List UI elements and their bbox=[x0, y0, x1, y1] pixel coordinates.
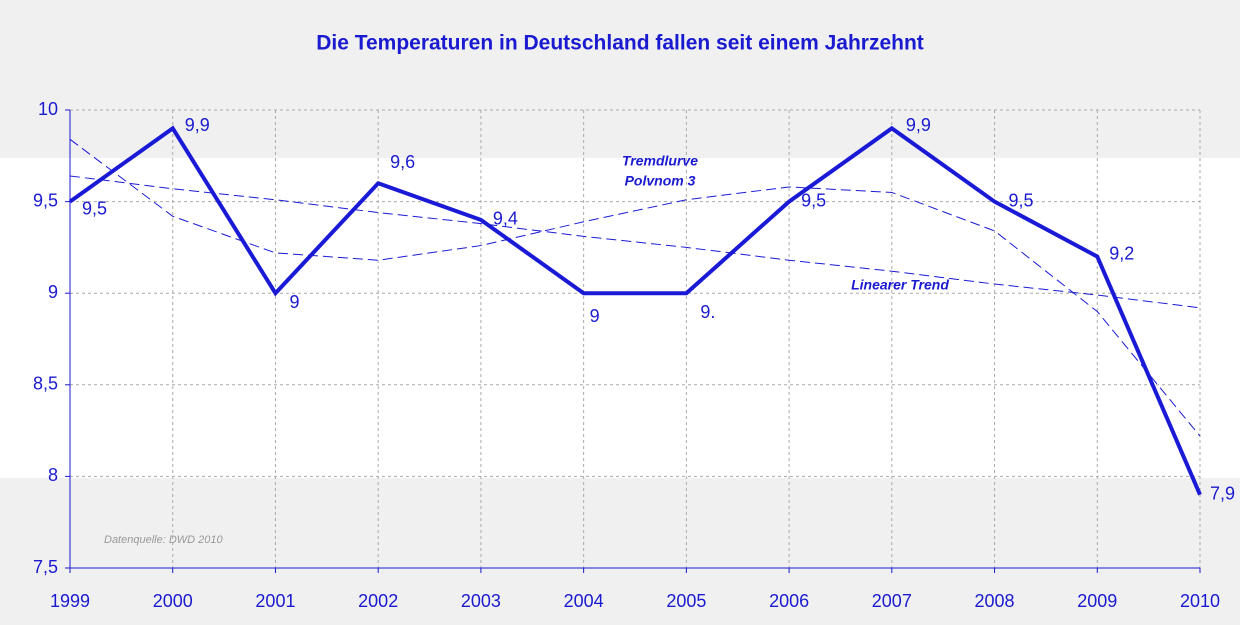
x-tick-label: 2010 bbox=[1180, 591, 1220, 611]
y-tick-label: 8,5 bbox=[33, 374, 58, 394]
data-label: 9 bbox=[590, 306, 600, 326]
data-label: 9,9 bbox=[185, 115, 210, 135]
x-tick-label: 2001 bbox=[255, 591, 295, 611]
x-tick-label: 2007 bbox=[872, 591, 912, 611]
x-tick-label: 2003 bbox=[461, 591, 501, 611]
data-label: 9,6 bbox=[390, 152, 415, 172]
x-tick-label: 2009 bbox=[1077, 591, 1117, 611]
data-label: 7,9 bbox=[1210, 483, 1235, 503]
annotation: Tremdlurve bbox=[622, 153, 698, 169]
annotation: Linearer Trend bbox=[851, 277, 949, 293]
x-tick-label: 2008 bbox=[975, 591, 1015, 611]
data-label: 9. bbox=[700, 302, 715, 322]
data-line bbox=[68, 125, 1202, 496]
x-tick-label: 2000 bbox=[153, 591, 193, 611]
data-label: 9,5 bbox=[1009, 190, 1034, 210]
x-tick-label: 2004 bbox=[564, 591, 604, 611]
data-label: 9,5 bbox=[801, 190, 826, 210]
data-label: 9 bbox=[289, 292, 299, 312]
trend-line bbox=[69, 175, 1201, 309]
y-tick-label: 8 bbox=[48, 465, 58, 485]
y-tick-label: 10 bbox=[38, 99, 58, 119]
y-tick-label: 7,5 bbox=[33, 557, 58, 577]
trend-line bbox=[69, 138, 1201, 437]
x-tick-label: 2005 bbox=[666, 591, 706, 611]
data-label: 9,5 bbox=[82, 198, 107, 218]
x-tick-label: 1999 bbox=[50, 591, 90, 611]
annotation: Datenquelle: DWD 2010 bbox=[104, 534, 224, 546]
y-tick-label: 9 bbox=[48, 282, 58, 302]
annotation: Polvnom 3 bbox=[625, 173, 696, 189]
x-tick-label: 2006 bbox=[769, 591, 809, 611]
data-label: 9,9 bbox=[906, 115, 931, 135]
y-tick-label: 9,5 bbox=[33, 190, 58, 210]
x-tick-label: 2002 bbox=[358, 591, 398, 611]
data-label: 9,2 bbox=[1109, 243, 1134, 263]
chart-title: Die Temperaturen in Deutschland fallen s… bbox=[316, 32, 924, 55]
data-label: 9,4 bbox=[493, 209, 518, 229]
background-band bbox=[0, 158, 1240, 478]
